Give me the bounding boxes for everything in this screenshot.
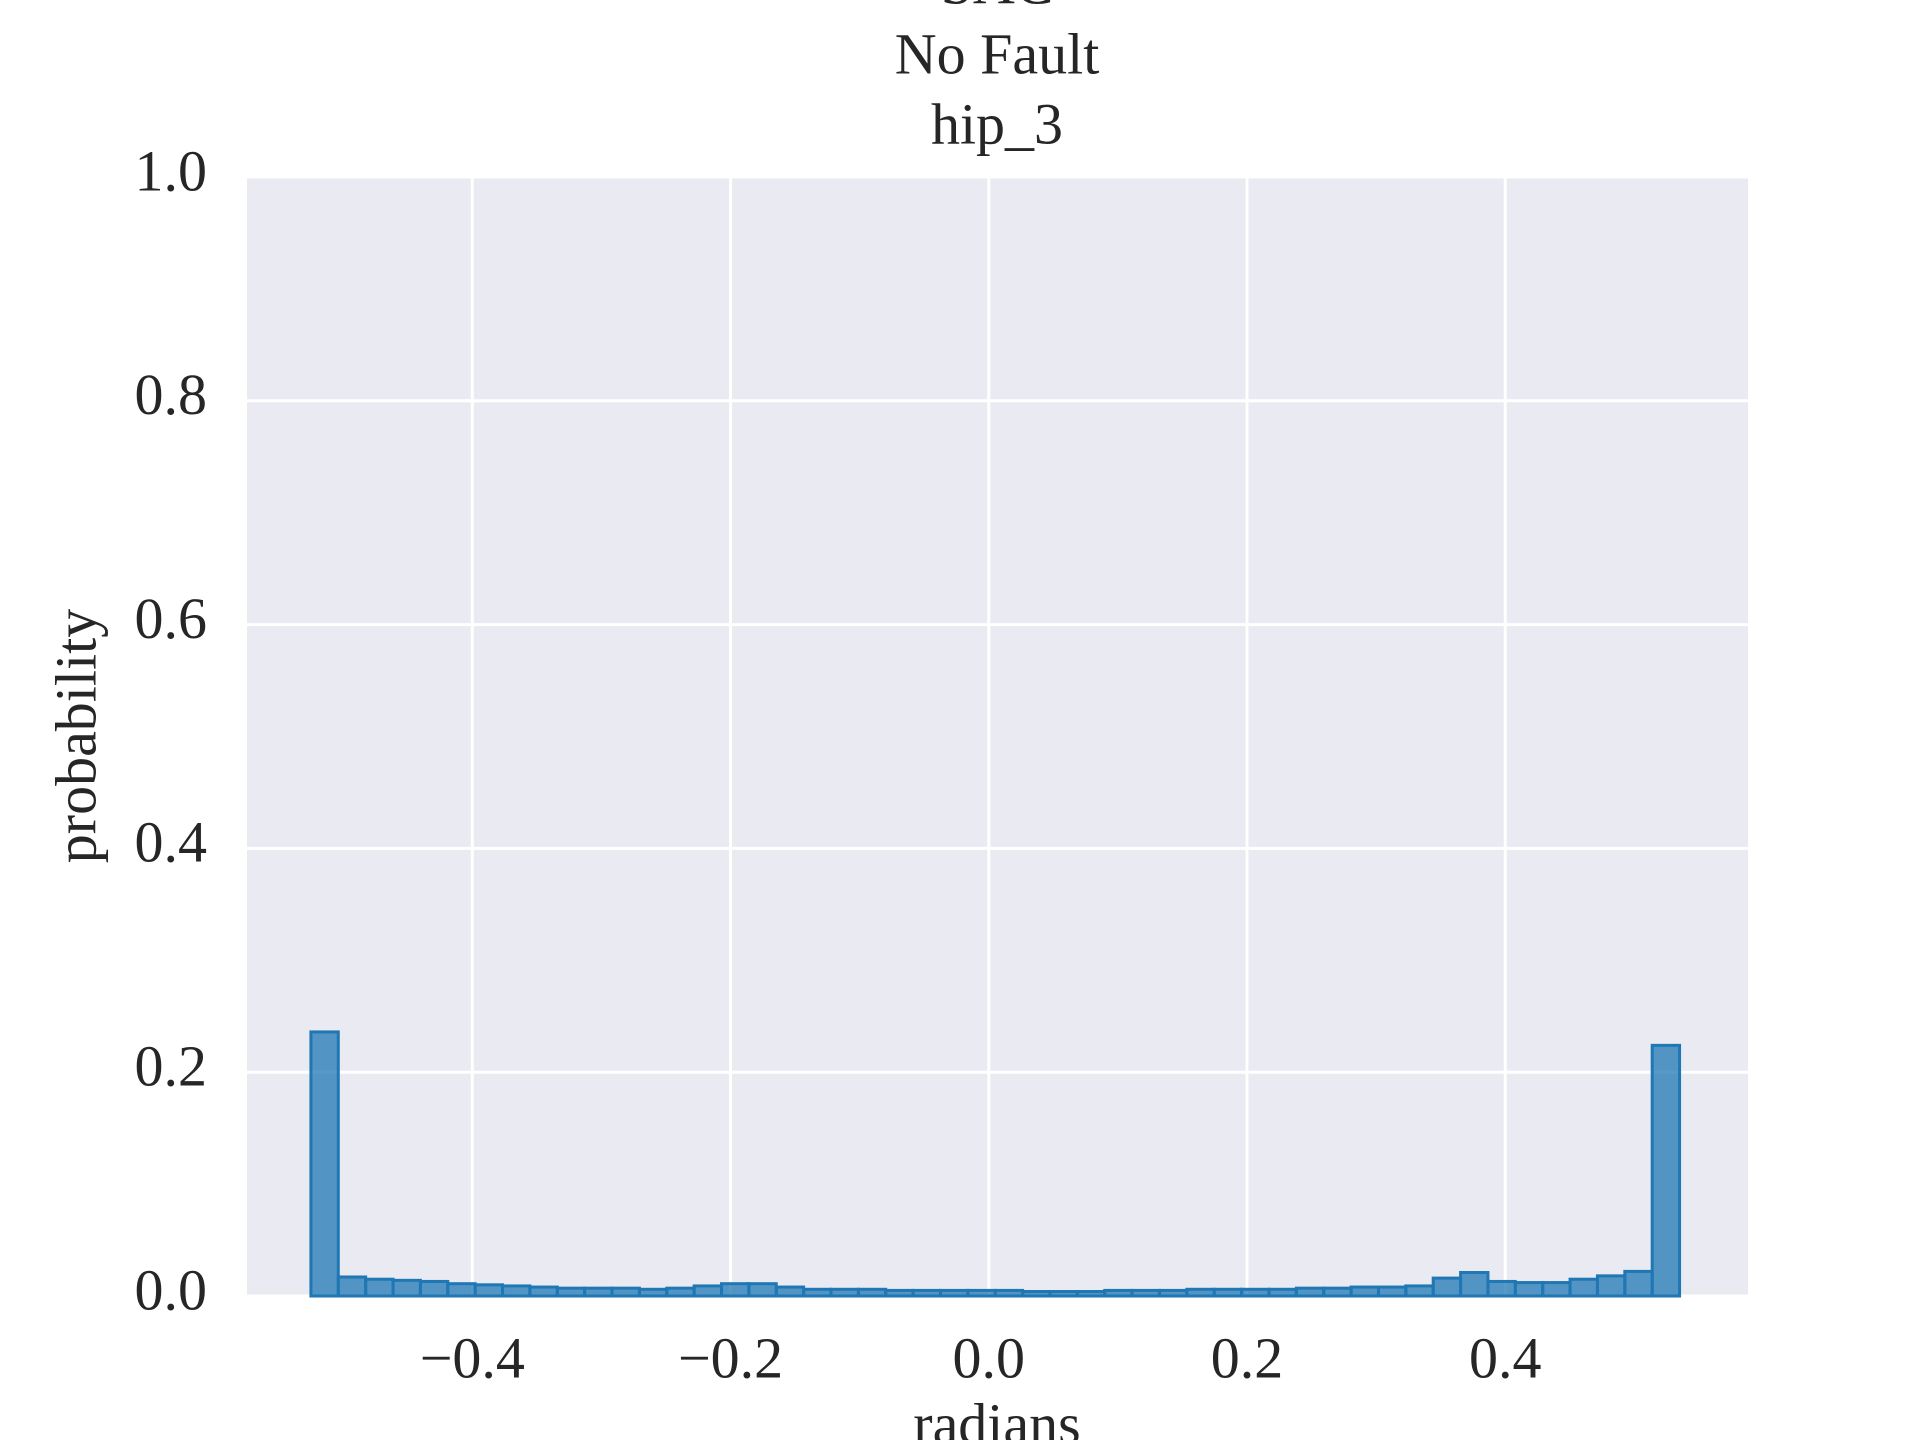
bar xyxy=(774,1285,806,1298)
y-tick-label: 0.2 xyxy=(135,1034,208,1099)
bar xyxy=(1157,1288,1189,1298)
bar xyxy=(1294,1286,1326,1298)
x-tick-label: −0.2 xyxy=(678,1325,783,1390)
bar xyxy=(364,1277,395,1298)
bar xyxy=(911,1288,942,1298)
bar xyxy=(1185,1287,1216,1298)
bar xyxy=(336,1275,368,1298)
x-tick-label: 0.4 xyxy=(1469,1325,1542,1390)
chart-title: hip_3 xyxy=(931,91,1063,156)
bar xyxy=(1459,1271,1490,1298)
bar xyxy=(1130,1288,1161,1298)
bar xyxy=(555,1286,587,1298)
bar xyxy=(446,1282,477,1298)
bar xyxy=(1240,1287,1271,1298)
y-tick-label: 1.0 xyxy=(135,138,208,203)
y-axis-label: probability xyxy=(43,609,108,864)
plot-area xyxy=(247,177,1748,1296)
chart-title: SAC xyxy=(941,0,1054,16)
bar xyxy=(1212,1287,1244,1298)
bar xyxy=(1541,1281,1572,1298)
bar xyxy=(391,1278,422,1298)
bar xyxy=(993,1288,1025,1298)
bar xyxy=(829,1287,860,1298)
bar xyxy=(1595,1274,1627,1298)
bar xyxy=(1404,1284,1435,1298)
bar xyxy=(1650,1043,1682,1298)
bar xyxy=(528,1285,559,1298)
bar xyxy=(1267,1287,1298,1298)
bar xyxy=(583,1286,614,1298)
bar xyxy=(966,1288,997,1298)
bar xyxy=(802,1287,833,1298)
bar xyxy=(309,1030,340,1298)
x-tick-label: −0.4 xyxy=(420,1325,525,1390)
bar xyxy=(1021,1290,1052,1298)
bar xyxy=(1322,1286,1353,1298)
bar xyxy=(1048,1290,1079,1298)
y-tick-label: 0.6 xyxy=(135,586,208,651)
bar xyxy=(473,1283,505,1298)
y-tick-label: 0.0 xyxy=(135,1257,208,1322)
bar xyxy=(692,1284,724,1298)
bar xyxy=(1431,1276,1463,1298)
x-tick-label: 0.2 xyxy=(1211,1325,1284,1390)
bar xyxy=(1376,1285,1408,1298)
bar xyxy=(1486,1279,1517,1298)
bar xyxy=(610,1286,641,1298)
y-tick-label: 0.8 xyxy=(135,362,208,427)
bar xyxy=(938,1288,970,1298)
bar xyxy=(1103,1288,1134,1298)
bar xyxy=(1513,1281,1545,1298)
bar xyxy=(1623,1269,1654,1298)
y-tick-label: 0.4 xyxy=(135,810,208,875)
bar xyxy=(1075,1290,1107,1298)
bar xyxy=(884,1288,915,1298)
x-axis-label: radians xyxy=(913,1391,1081,1440)
bar xyxy=(720,1282,751,1298)
bar xyxy=(856,1287,888,1298)
bar xyxy=(637,1287,669,1298)
bar xyxy=(1349,1285,1380,1298)
bar xyxy=(1568,1277,1599,1298)
chart-title: No Fault xyxy=(895,21,1100,86)
bar xyxy=(665,1286,696,1298)
bar xyxy=(747,1282,778,1298)
bar xyxy=(501,1284,532,1298)
bar xyxy=(418,1279,450,1298)
x-tick-label: 0.0 xyxy=(953,1325,1026,1390)
